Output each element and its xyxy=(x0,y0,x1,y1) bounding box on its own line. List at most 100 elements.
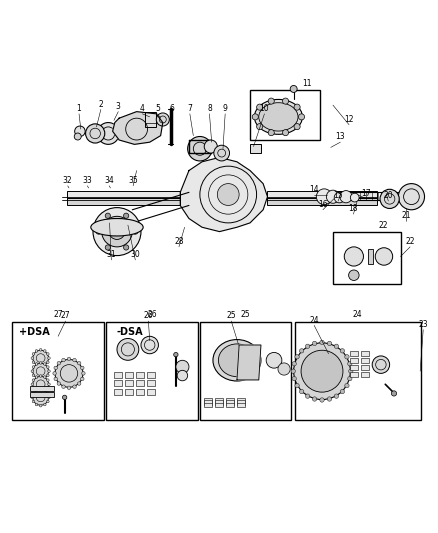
Bar xyxy=(360,365,368,370)
Circle shape xyxy=(327,341,331,345)
Circle shape xyxy=(32,392,35,394)
Bar xyxy=(124,381,132,386)
Circle shape xyxy=(177,370,187,381)
Circle shape xyxy=(333,344,338,349)
Circle shape xyxy=(46,361,49,364)
Circle shape xyxy=(350,193,358,202)
Circle shape xyxy=(33,364,48,379)
Circle shape xyxy=(339,349,344,353)
Circle shape xyxy=(46,392,49,394)
Bar xyxy=(106,322,197,420)
Circle shape xyxy=(343,247,363,266)
Bar xyxy=(267,191,376,198)
Text: 28: 28 xyxy=(174,237,183,246)
Bar xyxy=(237,402,244,407)
Text: 2: 2 xyxy=(98,100,103,109)
Circle shape xyxy=(391,391,396,396)
Circle shape xyxy=(347,376,351,381)
Bar xyxy=(215,400,223,405)
Bar xyxy=(360,358,368,363)
Circle shape xyxy=(35,403,38,406)
Bar xyxy=(360,372,368,377)
Circle shape xyxy=(319,340,323,344)
Circle shape xyxy=(31,383,34,385)
Circle shape xyxy=(291,361,296,366)
Circle shape xyxy=(39,365,42,368)
Circle shape xyxy=(312,397,316,401)
Text: 4: 4 xyxy=(140,104,145,113)
Circle shape xyxy=(85,124,105,143)
Circle shape xyxy=(67,357,71,361)
Circle shape xyxy=(32,353,35,356)
Text: 20: 20 xyxy=(383,191,392,200)
Bar xyxy=(67,191,180,198)
Circle shape xyxy=(47,396,50,399)
Circle shape xyxy=(32,361,35,364)
Circle shape xyxy=(39,375,42,377)
Text: 15: 15 xyxy=(332,191,342,200)
Circle shape xyxy=(256,124,262,130)
Circle shape xyxy=(35,376,38,378)
Circle shape xyxy=(265,352,281,368)
Circle shape xyxy=(35,363,38,365)
Circle shape xyxy=(55,359,83,387)
Circle shape xyxy=(96,229,101,234)
Text: 14: 14 xyxy=(309,185,318,194)
Text: 24: 24 xyxy=(309,316,318,325)
Circle shape xyxy=(43,377,46,379)
Bar xyxy=(146,372,154,378)
Circle shape xyxy=(47,383,50,385)
Circle shape xyxy=(290,85,297,92)
Circle shape xyxy=(81,366,84,369)
Circle shape xyxy=(46,374,49,377)
Circle shape xyxy=(325,190,339,203)
Circle shape xyxy=(35,389,38,392)
Text: 13: 13 xyxy=(335,132,344,141)
Bar xyxy=(367,249,372,264)
Bar xyxy=(124,372,132,378)
Text: 27: 27 xyxy=(60,311,70,320)
Text: 22: 22 xyxy=(404,237,414,246)
Text: 7: 7 xyxy=(187,104,192,113)
Circle shape xyxy=(132,229,138,234)
Circle shape xyxy=(62,385,65,389)
Bar xyxy=(226,400,233,405)
Circle shape xyxy=(35,377,38,379)
Circle shape xyxy=(348,369,352,374)
Text: 35: 35 xyxy=(128,176,138,185)
Text: 25: 25 xyxy=(226,311,236,320)
Text: 34: 34 xyxy=(104,176,114,185)
Bar xyxy=(350,372,357,377)
Text: 1: 1 xyxy=(77,104,81,113)
Circle shape xyxy=(298,114,304,120)
Circle shape xyxy=(299,349,303,353)
Bar xyxy=(114,372,121,378)
Circle shape xyxy=(347,361,351,366)
Bar xyxy=(146,389,154,395)
Circle shape xyxy=(32,374,35,377)
Circle shape xyxy=(327,397,331,401)
Text: 21: 21 xyxy=(400,211,410,220)
Circle shape xyxy=(294,383,299,388)
Text: 26: 26 xyxy=(143,311,153,320)
Circle shape xyxy=(397,183,424,210)
Bar xyxy=(135,389,143,395)
Ellipse shape xyxy=(212,340,260,381)
Circle shape xyxy=(204,140,217,153)
Polygon shape xyxy=(237,345,260,380)
Circle shape xyxy=(348,270,358,280)
Text: 24: 24 xyxy=(352,310,362,319)
Circle shape xyxy=(43,403,46,406)
Circle shape xyxy=(35,350,38,352)
Bar xyxy=(267,198,376,205)
Circle shape xyxy=(53,372,56,375)
Circle shape xyxy=(32,366,35,368)
Circle shape xyxy=(43,350,46,352)
Bar xyxy=(350,365,357,370)
Circle shape xyxy=(173,352,178,357)
Circle shape xyxy=(74,126,85,136)
Circle shape xyxy=(256,104,262,110)
Circle shape xyxy=(47,370,50,373)
Polygon shape xyxy=(113,111,162,144)
Circle shape xyxy=(43,390,46,393)
